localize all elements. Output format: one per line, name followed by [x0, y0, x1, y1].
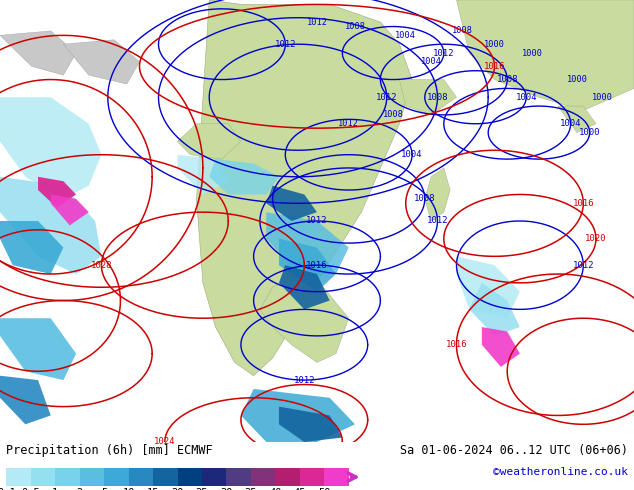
Text: 30: 30 [220, 488, 233, 490]
Text: 0.5: 0.5 [22, 488, 40, 490]
Text: 35: 35 [245, 488, 257, 490]
Polygon shape [482, 327, 520, 367]
Text: 1004: 1004 [401, 150, 423, 159]
Text: 1012: 1012 [427, 217, 448, 225]
Polygon shape [558, 106, 596, 133]
Polygon shape [279, 239, 336, 292]
Polygon shape [209, 159, 279, 195]
FancyBboxPatch shape [6, 468, 31, 486]
FancyBboxPatch shape [104, 468, 129, 486]
FancyBboxPatch shape [153, 468, 178, 486]
Polygon shape [51, 195, 89, 225]
Polygon shape [469, 283, 520, 336]
Text: 1024: 1024 [154, 438, 176, 446]
Text: 5: 5 [101, 488, 107, 490]
Polygon shape [63, 40, 139, 84]
Polygon shape [178, 124, 241, 159]
FancyBboxPatch shape [300, 468, 324, 486]
FancyBboxPatch shape [129, 468, 153, 486]
Text: ©weatheronline.co.uk: ©weatheronline.co.uk [493, 467, 628, 477]
Text: 1008: 1008 [496, 75, 518, 84]
Text: Sa 01-06-2024 06..12 UTC (06+06): Sa 01-06-2024 06..12 UTC (06+06) [399, 444, 628, 457]
Polygon shape [456, 256, 520, 318]
Text: 1: 1 [52, 488, 58, 490]
Text: 1004: 1004 [560, 119, 581, 128]
Polygon shape [0, 376, 51, 424]
Text: 1004: 1004 [395, 31, 417, 40]
Text: 1008: 1008 [344, 22, 366, 31]
FancyBboxPatch shape [324, 468, 349, 486]
Polygon shape [0, 318, 76, 380]
Text: 1016: 1016 [484, 62, 505, 71]
Polygon shape [260, 274, 349, 363]
Text: 1012: 1012 [433, 49, 455, 57]
Polygon shape [266, 186, 317, 221]
Text: 1016: 1016 [573, 199, 594, 208]
Text: 1008: 1008 [382, 110, 404, 120]
FancyBboxPatch shape [251, 468, 275, 486]
Text: 1016: 1016 [446, 340, 467, 349]
FancyBboxPatch shape [55, 468, 80, 486]
FancyBboxPatch shape [80, 468, 104, 486]
Text: 15: 15 [147, 488, 159, 490]
FancyBboxPatch shape [226, 468, 251, 486]
Text: 1012: 1012 [573, 261, 594, 270]
Text: 1012: 1012 [338, 119, 359, 128]
Polygon shape [0, 221, 63, 274]
Text: 1004: 1004 [420, 57, 442, 66]
Polygon shape [399, 79, 456, 115]
Polygon shape [279, 265, 330, 309]
Text: 1008: 1008 [414, 195, 436, 203]
Text: 1000: 1000 [566, 75, 588, 84]
Text: Precipitation (6h) [mm] ECMWF: Precipitation (6h) [mm] ECMWF [6, 444, 213, 457]
Text: 1008: 1008 [452, 26, 474, 35]
Text: 40: 40 [269, 488, 281, 490]
Text: 1000: 1000 [484, 40, 505, 49]
Polygon shape [178, 155, 228, 195]
Polygon shape [456, 0, 634, 111]
Text: 1028: 1028 [91, 261, 112, 270]
Text: 1020: 1020 [585, 234, 607, 243]
Text: 10: 10 [122, 488, 135, 490]
Polygon shape [0, 177, 101, 274]
Text: 2: 2 [77, 488, 83, 490]
Text: 20: 20 [171, 488, 184, 490]
Polygon shape [197, 0, 412, 376]
Polygon shape [266, 212, 349, 274]
Text: 1000: 1000 [579, 128, 600, 137]
Text: 1000: 1000 [522, 49, 543, 57]
Text: 50: 50 [318, 488, 330, 490]
FancyBboxPatch shape [275, 468, 300, 486]
Text: 45: 45 [294, 488, 306, 490]
FancyBboxPatch shape [31, 468, 55, 486]
Text: 0.1: 0.1 [0, 488, 16, 490]
FancyBboxPatch shape [202, 468, 226, 486]
Text: 1012: 1012 [275, 40, 296, 49]
Polygon shape [0, 31, 76, 75]
Text: 1008: 1008 [427, 93, 448, 102]
Polygon shape [425, 168, 450, 221]
FancyBboxPatch shape [178, 468, 202, 486]
Polygon shape [0, 97, 101, 199]
Text: 1012: 1012 [306, 18, 328, 26]
Text: 1004: 1004 [515, 93, 537, 102]
Text: 1016: 1016 [306, 261, 328, 270]
Text: 1012: 1012 [306, 217, 328, 225]
Polygon shape [241, 389, 355, 442]
Polygon shape [38, 177, 76, 208]
Text: 1000: 1000 [592, 93, 613, 102]
Text: 1012: 1012 [294, 376, 315, 385]
Text: 25: 25 [196, 488, 208, 490]
Polygon shape [279, 407, 342, 442]
Text: 1012: 1012 [376, 93, 398, 102]
